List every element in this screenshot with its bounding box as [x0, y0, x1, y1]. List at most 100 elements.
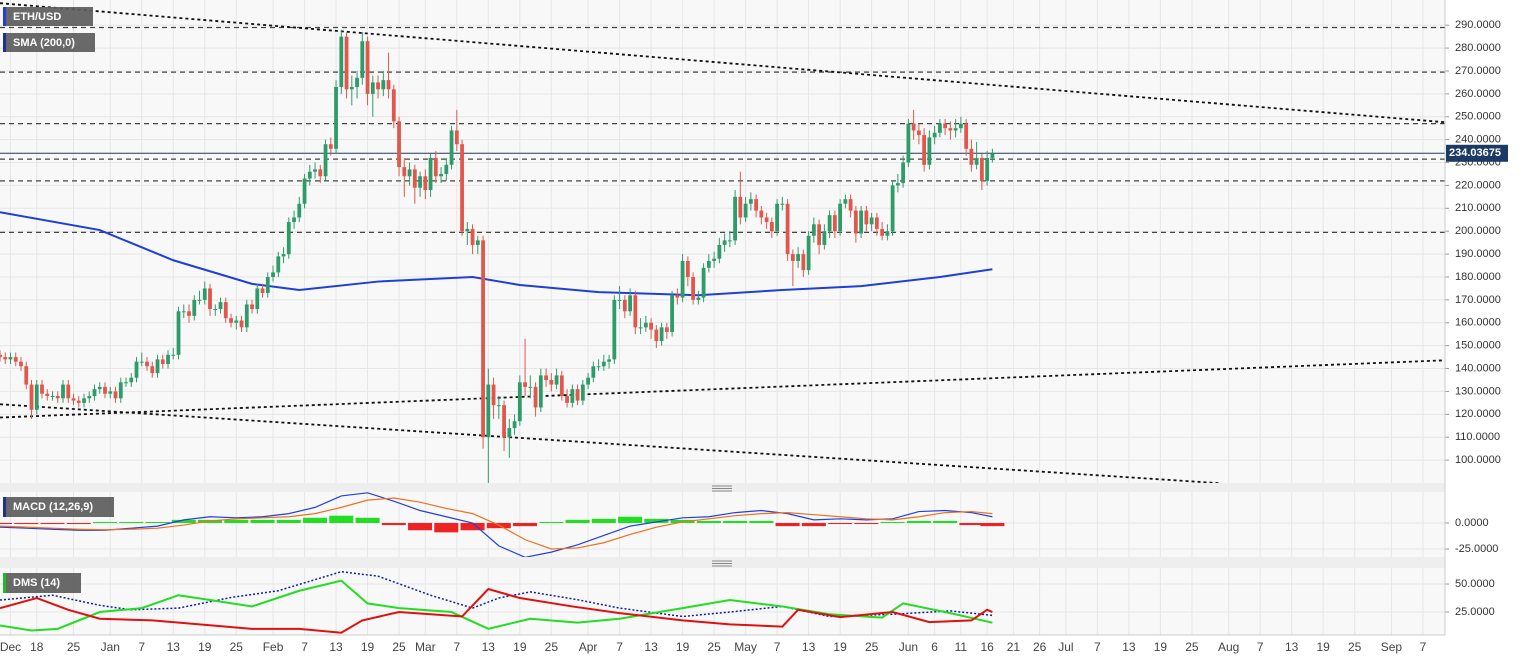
candle-body: [97, 386, 102, 390]
candle-body: [145, 361, 149, 367]
candle-body: [517, 382, 522, 422]
candle-body: [0, 354, 2, 358]
x-tick-label: 7: [453, 640, 460, 654]
x-tick-label: 19: [676, 640, 690, 654]
candle-body: [118, 382, 123, 399]
candle-body: [349, 86, 354, 90]
candle-body: [901, 162, 906, 184]
candle-body: [906, 123, 911, 163]
candle-body: [302, 178, 307, 204]
candle-body: [512, 421, 517, 429]
y-tick-label: 110.0000: [1455, 431, 1500, 443]
histogram-bar: [828, 522, 853, 525]
candle-body: [407, 169, 412, 177]
histogram-bar: [40, 522, 65, 525]
dms-line: [0, 570, 993, 618]
candle-body: [439, 173, 443, 177]
candle-body: [654, 329, 659, 342]
x-tick-label: 25: [1348, 640, 1362, 654]
x-tick-label: 25: [392, 640, 406, 654]
candle-body: [481, 240, 485, 438]
histogram-bar: [460, 522, 485, 531]
candle-body: [759, 210, 764, 218]
candle-body: [208, 288, 212, 310]
candle-body: [61, 384, 65, 399]
x-tick-label: 16: [980, 640, 994, 654]
candle-body: [276, 256, 281, 273]
histogram-bar: [93, 521, 118, 523]
candle-body: [50, 396, 55, 398]
candle-body: [591, 366, 596, 378]
grid-layer: [0, 0, 1445, 635]
histogram-bar: [854, 522, 879, 525]
histogram-bar: [224, 519, 249, 523]
histogram-bar: [801, 522, 826, 527]
candle-body: [502, 405, 506, 438]
price-badge-label: 234.03675: [1449, 147, 1501, 159]
histogram-bar: [408, 522, 433, 531]
x-tick-label: 11: [955, 640, 968, 654]
legend-macd[interactable]: MACD (12,26,9): [3, 497, 114, 517]
dms-layer: [0, 570, 993, 634]
candle-body: [496, 405, 501, 407]
candle-body: [134, 361, 139, 378]
candle-body: [29, 384, 34, 410]
candle-body: [780, 203, 785, 205]
candle-body: [827, 215, 832, 232]
candle-body: [166, 354, 170, 364]
legend-label: MACD (12,26,9): [13, 501, 93, 513]
candle-body: [864, 210, 869, 225]
macd-line: [0, 497, 993, 550]
candle-body: [696, 297, 701, 300]
x-tick-label: Mar: [415, 640, 436, 654]
candle-body: [449, 130, 454, 165]
candle-body: [958, 123, 963, 129]
x-tick-label: 13: [1285, 640, 1299, 654]
x-tick-label: 25: [230, 640, 244, 654]
legend-accent: [3, 7, 6, 26]
candle-body: [664, 327, 669, 332]
candle-body: [412, 169, 417, 188]
panel-separator[interactable]: [0, 483, 1445, 492]
x-tick-label: 25: [1185, 640, 1199, 654]
x-tick-label: 13: [644, 640, 658, 654]
price-panel: [0, 0, 1445, 483]
candle-body: [890, 185, 895, 232]
x-tick-label: 19: [361, 640, 375, 654]
candle-body: [76, 400, 81, 403]
candle-body: [633, 295, 638, 328]
histogram-bar: [276, 519, 301, 523]
histogram-bar: [775, 522, 800, 527]
price-badge: [1446, 144, 1508, 162]
candle-body: [171, 354, 176, 356]
legend-accent: [3, 497, 6, 517]
x-tick-label: Sep: [1381, 640, 1403, 654]
x-tick-label: Jul: [1058, 640, 1073, 654]
candle-body: [103, 386, 107, 394]
candle-body: [255, 288, 260, 310]
y-tick-label: 250.0000: [1455, 111, 1501, 123]
candle-body: [612, 299, 617, 360]
legend-sma[interactable]: SMA (200,0): [3, 33, 95, 52]
candle-body: [533, 386, 538, 408]
x-tick-label: 25: [67, 640, 81, 654]
legend-label: SMA (200,0): [13, 37, 75, 49]
candle-body: [796, 254, 801, 261]
candle-body: [218, 302, 223, 310]
candle-body: [817, 224, 822, 245]
candle-body: [197, 299, 202, 301]
y-tick-label: 200.0000: [1455, 225, 1501, 237]
legend-eth[interactable]: ETH/USD: [3, 7, 93, 26]
candle-body: [685, 260, 690, 277]
candle-body: [785, 203, 790, 255]
candle-body: [313, 169, 317, 172]
legend-dms[interactable]: DMS (14): [3, 573, 81, 593]
panel-separator[interactable]: [0, 557, 1445, 568]
histogram-bar: [355, 517, 380, 523]
histogram-bar: [880, 521, 905, 523]
candle-body: [181, 311, 186, 313]
candle-body: [769, 222, 774, 232]
candle-body: [953, 128, 958, 131]
histogram-bar: [749, 520, 774, 523]
candle-body: [853, 210, 858, 234]
